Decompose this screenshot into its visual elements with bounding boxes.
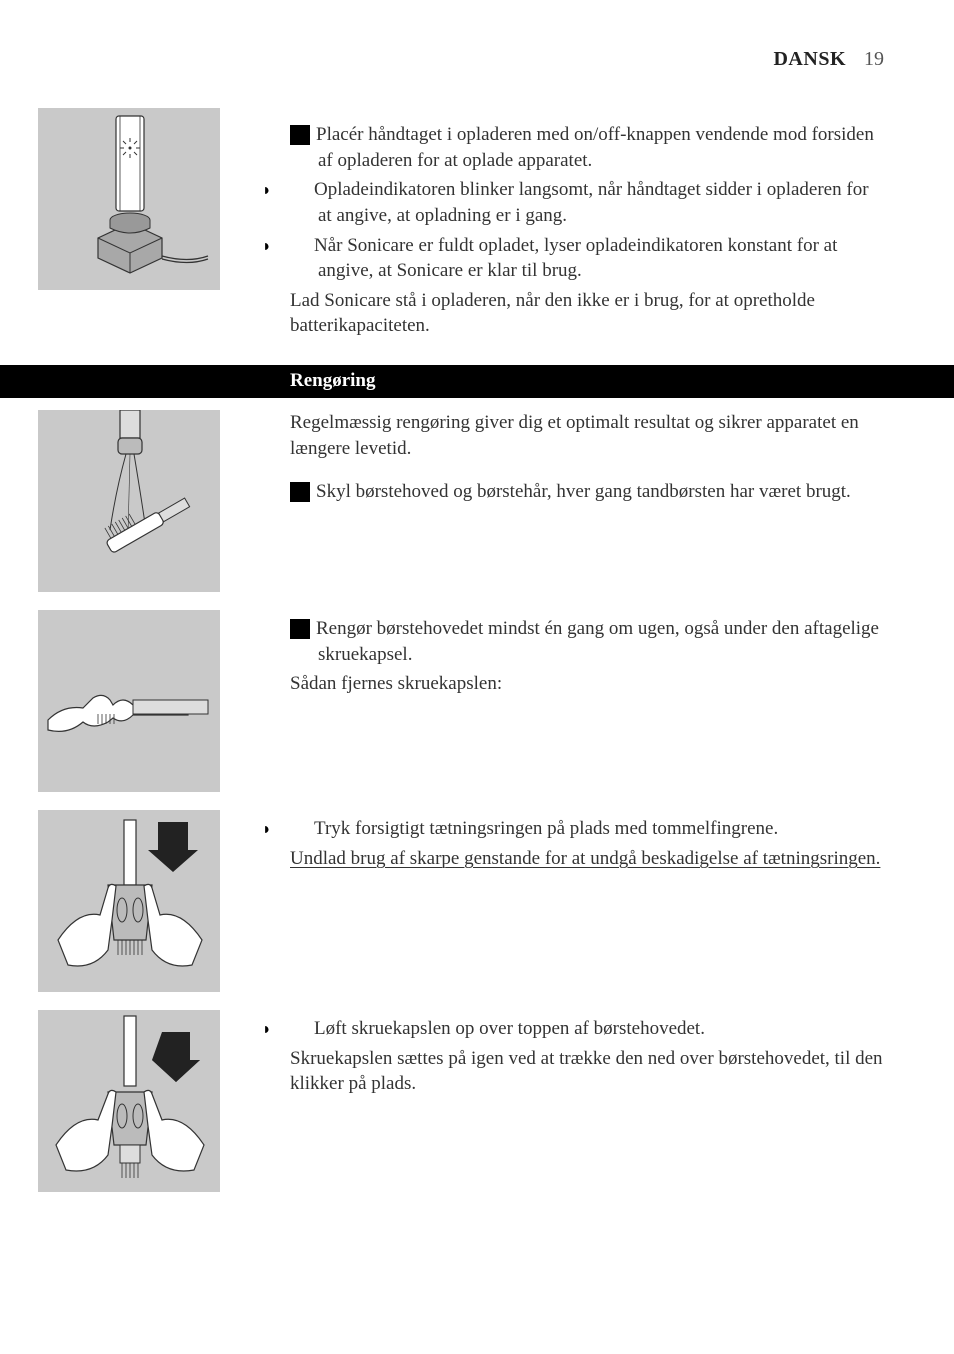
bullet-icon: ◗ [290,819,308,841]
remove-cap-intro: Sådan fjernes skruekapslen: [290,671,886,697]
step-1-rinse: 1 Skyl børstehoved og børstehår, hver gan… [290,479,886,505]
section-heading-text: Rengøring [290,370,954,392]
illustration-column [0,1010,258,1192]
row-charging: 1 Placér håndtaget i opladeren med on/off… [0,108,954,343]
illustration-remove-cap [38,610,220,792]
section-heading-cleaning: Rengøring [0,365,954,398]
step-2-clean: 2 Rengør børstehovedet mindst én gang om … [290,616,886,667]
illustration-press-seal [38,810,220,992]
step-1-charging: 1 Placér håndtaget i opladeren med on/off… [290,122,886,173]
bullet1-text: Opladeindikatoren blinker langsomt, når … [314,179,869,226]
text-rinse: Regelmæssig rengøring giver dig et optim… [258,410,954,509]
illustration-column [0,108,258,290]
row-remove-cap: 2 Rengør børstehovedet mindst én gang om … [0,610,954,792]
step2-text: Rengør børstehovedet mindst én gang om u… [316,618,879,665]
text-lift-cap: ◗ Løft skruekapslen op over toppen af bør… [258,1010,954,1101]
bullet-full: ◗ Når Sonicare er fuldt opladet, lyser op… [290,233,886,284]
illustration-lift-cap [38,1010,220,1192]
step-number-1-icon: 1 [290,125,310,145]
press-seal-text: Tryk forsigtigt tætningsringen på plads … [314,818,778,839]
warning-sharp-objects: Undlad brug af skarpe genstande for at u… [290,846,886,872]
illustration-column [0,810,258,992]
lift-cap-text: Løft skruekapslen op over toppen af børs… [314,1018,705,1039]
illustration-charger [38,108,220,290]
bullet-icon: ◗ [290,1019,308,1041]
text-remove-cap: 2 Rengør børstehovedet mindst én gang om … [258,610,954,701]
page-content: 1 Placér håndtaget i opladeren med on/off… [0,108,954,1192]
illustration-rinse [38,410,220,592]
text-press-seal: ◗ Tryk forsigtigt tætningsringen på plads… [258,810,954,875]
bullet-blink: ◗ Opladeindikatoren blinker langsomt, når… [290,177,886,228]
header-page-number: 19 [864,48,884,70]
bullet-icon: ◗ [290,236,308,258]
replace-cap-note: Skruekapslen sættes på igen ved at trækk… [290,1046,886,1097]
step1-text: Placér håndtaget i opladeren med on/off-… [316,124,874,171]
step-number-1-icon: 1 [290,482,310,502]
row-lift-cap: ◗ Løft skruekapslen op over toppen af bør… [0,1010,954,1192]
bullet-press-seal: ◗ Tryk forsigtigt tætningsringen på plads… [290,816,886,842]
illustration-column [0,610,258,792]
row-press-seal: ◗ Tryk forsigtigt tætningsringen på plads… [0,810,954,992]
bullet2-text: Når Sonicare er fuldt opladet, lyser opl… [314,235,837,282]
text-charging: 1 Placér håndtaget i opladeren med on/off… [258,108,954,343]
step1-rinse-text: Skyl børstehoved og børstehår, hver gang… [316,481,851,502]
bullet-lift-cap: ◗ Løft skruekapslen op over toppen af bør… [290,1016,886,1042]
cleaning-intro: Regelmæssig rengøring giver dig et optim… [290,410,886,461]
bullet-icon: ◗ [290,180,308,202]
note-keep-in-charger: Lad Sonicare stå i opladeren, når den ik… [290,288,886,339]
header-language: DANSK [773,48,846,70]
page-header: DANSK 19 [773,48,884,71]
illustration-column [0,410,258,592]
row-rinse: Regelmæssig rengøring giver dig et optim… [0,410,954,592]
step-number-2-icon: 2 [290,619,310,639]
